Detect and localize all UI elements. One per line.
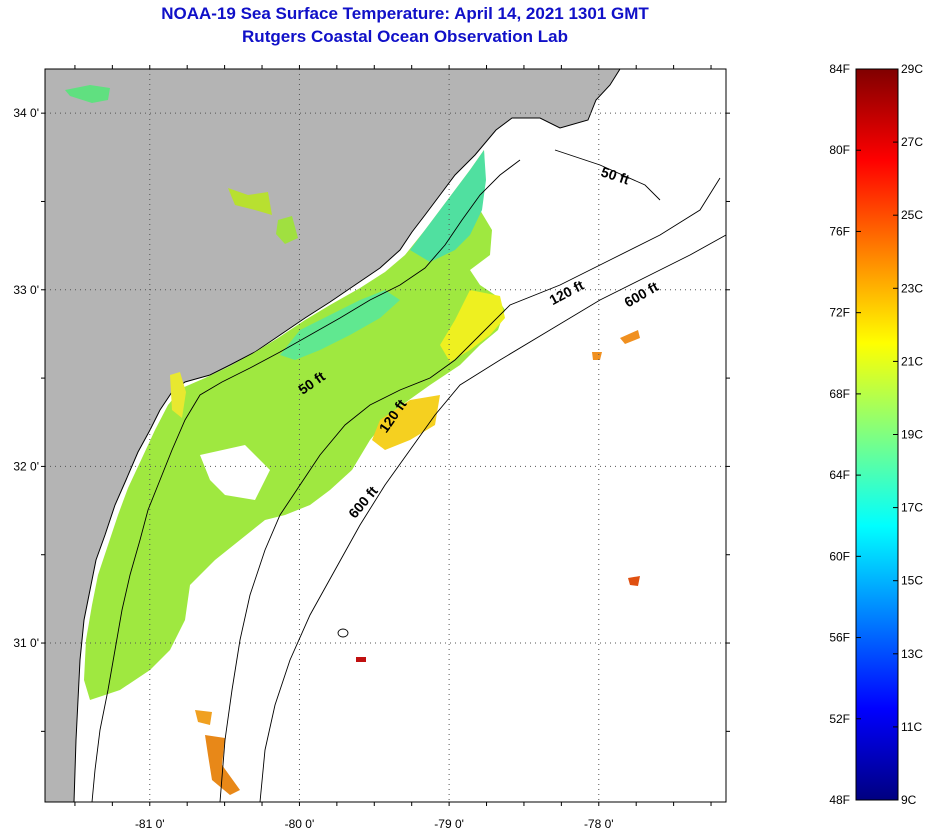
colorbar-c-label: 21C	[901, 354, 923, 368]
lat-lon-grid	[45, 69, 726, 802]
colorbar-f-label: 72F	[829, 306, 850, 320]
coastline	[73, 69, 621, 802]
sst-data-overlay	[65, 85, 640, 795]
colorbar-c-label: 25C	[901, 208, 923, 222]
colorbar-c-label: 17C	[901, 501, 923, 515]
isobath-120ft	[219, 177, 721, 802]
colorbar-f-label: 64F	[829, 468, 850, 482]
colorbar-c-label: 9C	[901, 793, 917, 807]
lon-tick-label: -78 0'	[584, 817, 614, 831]
lon-tick-label: -80 0'	[285, 817, 315, 831]
isobath-50ft	[91, 149, 661, 802]
colorbar-c-label: 29C	[901, 62, 923, 76]
colorbar-f-label: 48F	[829, 793, 850, 807]
colorbar-f-label: 76F	[829, 224, 850, 238]
colorbar-c-label: 13C	[901, 647, 923, 661]
isobath-600ft	[259, 234, 726, 802]
lat-tick-label: 34 0'	[13, 106, 39, 120]
colorbar-f-label: 80F	[829, 143, 850, 157]
lon-tick-label: -79 0'	[434, 817, 464, 831]
colorbar-f-label: 52F	[829, 712, 850, 726]
lat-tick-label: 32 0'	[13, 459, 39, 473]
lon-tick-label: -81 0'	[135, 817, 165, 831]
map-title: NOAA-19 Sea Surface Temperature: April 1…	[161, 4, 649, 23]
colorbar-c-label: 23C	[901, 281, 923, 295]
lat-tick-label: 31 0'	[13, 636, 39, 650]
colorbar-f-label: 56F	[829, 631, 850, 645]
lat-tick-label: 33 0'	[13, 283, 39, 297]
map-frame	[44, 68, 727, 803]
colorbar-f-label: 60F	[829, 549, 850, 563]
temperature-colorbar	[855, 68, 899, 801]
map-subtitle: Rutgers Coastal Ocean Observation Lab	[242, 27, 568, 46]
colorbar-f-label: 68F	[829, 387, 850, 401]
colorbar-c-label: 27C	[901, 135, 923, 149]
land-mass	[45, 69, 620, 802]
colorbar-c-label: 19C	[901, 428, 923, 442]
colorbar-c-label: 11C	[901, 720, 922, 734]
colorbar-f-label: 84F	[829, 62, 850, 76]
colorbar-c-label: 15C	[901, 574, 923, 588]
